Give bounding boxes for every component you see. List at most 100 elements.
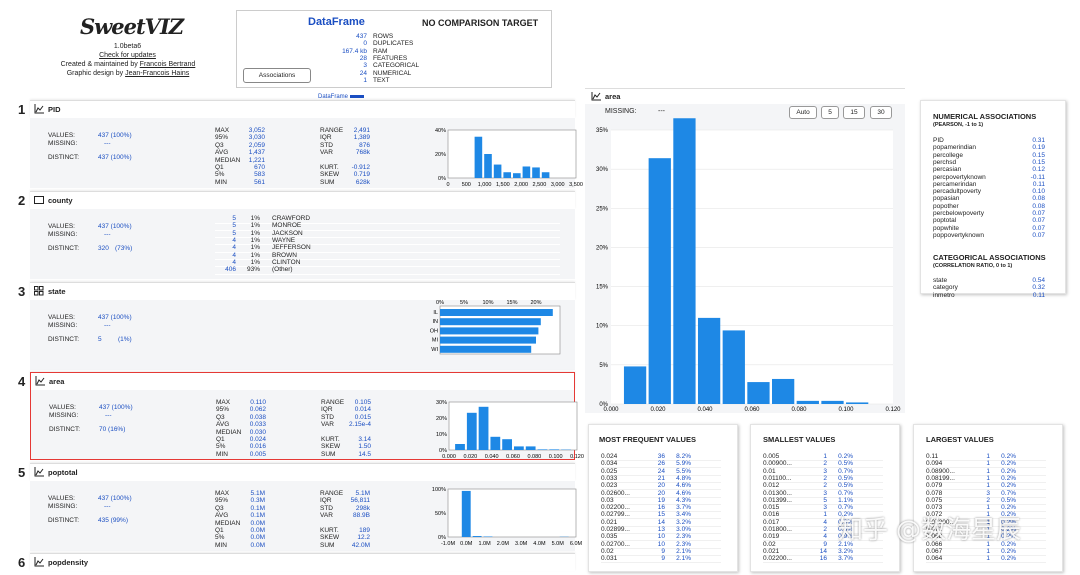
count-cell: 2 [823,460,827,468]
df-stat-value: 1 [363,76,367,84]
distinct-label: DISTINCT: [48,517,80,524]
value-cell: 0.071 [926,526,943,533]
x-tick-label: 0.120 [885,407,901,413]
check-updates-link[interactable]: Check for updates [99,52,156,59]
pct-cell: 2.1% [676,547,691,555]
stat-label: KURT. [320,164,339,171]
assoc-feature: category [933,284,958,292]
bin-button-30[interactable]: 30 [870,106,892,119]
value-cell: 0.078 [926,489,943,497]
row-line [926,562,1046,564]
stat-label: SKEW [320,534,340,542]
designer-link[interactable]: Jean-Francois Hains [125,70,190,77]
count-cell: 9 [823,540,827,548]
pct-cell: 0.2% [1001,526,1016,533]
section-header-area[interactable]: area [30,372,575,390]
dataframe-summary: DataFrame NO COMPARISON TARGET 437 ROWS 0 D… [236,10,552,88]
pct-cell: 0.5% [838,474,853,482]
y-tick-label: 15% [596,285,609,291]
pct-cell: 0.2% [1001,555,1016,563]
value-cell: 0.075 [926,496,943,504]
stat-label: VAR [320,149,333,157]
values-value: 437 (100%) [98,223,132,230]
row-line [601,540,721,542]
legend-swatch [349,94,364,98]
associations-panel: NUMERICAL ASSOCIATIONS (PEARSON, -1 to 1… [920,100,1066,299]
value-cell: 0.024 [601,453,618,460]
y-tick-label: 20% [436,416,447,422]
stat-value: 189 [359,527,370,534]
category-bar [440,327,539,335]
count-cell: 5 [823,496,827,504]
assoc-feature: inmetro [933,291,955,299]
row-line [926,540,1046,542]
df-stat-label: ROWS [373,33,394,40]
df-stat-label: CATEGORICAL [373,62,420,70]
values-label: VALUES: [48,223,75,230]
section-header-county[interactable]: county [30,191,575,209]
row-line [763,503,883,505]
detail-panel: area MISSING: --- Auto 5 15 30 35% 30% 25% 20%… [585,88,905,413]
values-label: VALUES: [49,404,76,411]
associations-button[interactable]: Associations [243,68,311,83]
count-cell: 4 [823,518,827,526]
assoc-value: 0.19 [1032,144,1045,152]
bin-button-5[interactable]: 5 [821,106,839,119]
smallest-panel: SMALLEST VALUES 0.005 1 0.2% 0.00900... 2 0.5… [750,424,900,572]
stat-value: 1,221 [248,156,265,164]
df-stat-label: DUPLICATES [373,40,414,48]
assoc-feature: poptotal [933,217,957,225]
assoc-feature: perchsd [933,158,957,166]
legend-label: DataFrame [318,94,349,100]
cat-assoc-title: CATEGORICAL ASSOCIATIONS [933,253,1046,262]
stat-label: SKEW [321,443,341,451]
assoc-value: 0.31 [1032,137,1045,144]
y-tick-label: 5% [599,363,608,369]
y-tick-label: 25% [596,206,609,212]
section-number: 5 [18,465,26,480]
missing-value: --- [105,411,112,419]
county-name: CLINTON [272,258,301,266]
histogram-icon [34,557,44,567]
maintainer-link[interactable]: Francois Bertrand [139,61,196,68]
count-cell: 14 [657,518,665,526]
stat-label: MEDIAN [216,428,242,436]
detail-hist-bar [673,118,696,404]
county-count: 5 [232,215,236,222]
section-header-state[interactable]: state [30,282,575,300]
x-tick-label: 1,000 [478,182,492,188]
stat-value: 298k [355,504,370,512]
bin-button-auto[interactable]: Auto [789,106,817,119]
pct-cell: 2.1% [838,540,853,548]
stat-value: 2,059 [248,141,265,149]
stat-value: 583 [254,171,265,179]
df-stat-label: RAM [373,47,388,55]
section-header-popdensity[interactable]: popdensity [30,553,575,571]
hist-bar [474,136,483,178]
num-assoc-subtitle: (PEARSON, -1 to 1) [933,122,984,128]
value-cell: 0.016 [763,511,780,519]
row-line [601,511,721,513]
value-cell: 0.094 [926,460,943,468]
stat-label: RANGE [320,127,344,134]
section-header-poptotal[interactable]: poptotal [30,463,575,481]
bin-button-15[interactable]: 15 [843,106,865,119]
stat-label: Q3 [216,413,225,421]
row-line [763,518,883,520]
category-label: OH [430,328,438,334]
stat-value: -0.912 [351,164,370,171]
df-stat-label: TEXT [373,76,390,84]
section-header-pid[interactable]: PID [30,100,575,118]
y-tick-label: 30% [436,400,447,406]
stat-label: MAX [215,490,230,497]
county-name: CRAWFORD [272,215,311,222]
value-cell: 0.08900... [926,467,955,475]
x-tick-label: 1.0M [478,541,491,547]
stat-label: VAR [320,512,333,520]
pct-cell: 2.1% [676,555,691,563]
missing-value: --- [104,321,111,329]
category-label: MI [432,338,439,344]
detail-hist-bar [796,400,819,404]
y-tick-label: 10% [596,324,609,330]
distinct-value: 70 (16%) [99,426,126,433]
